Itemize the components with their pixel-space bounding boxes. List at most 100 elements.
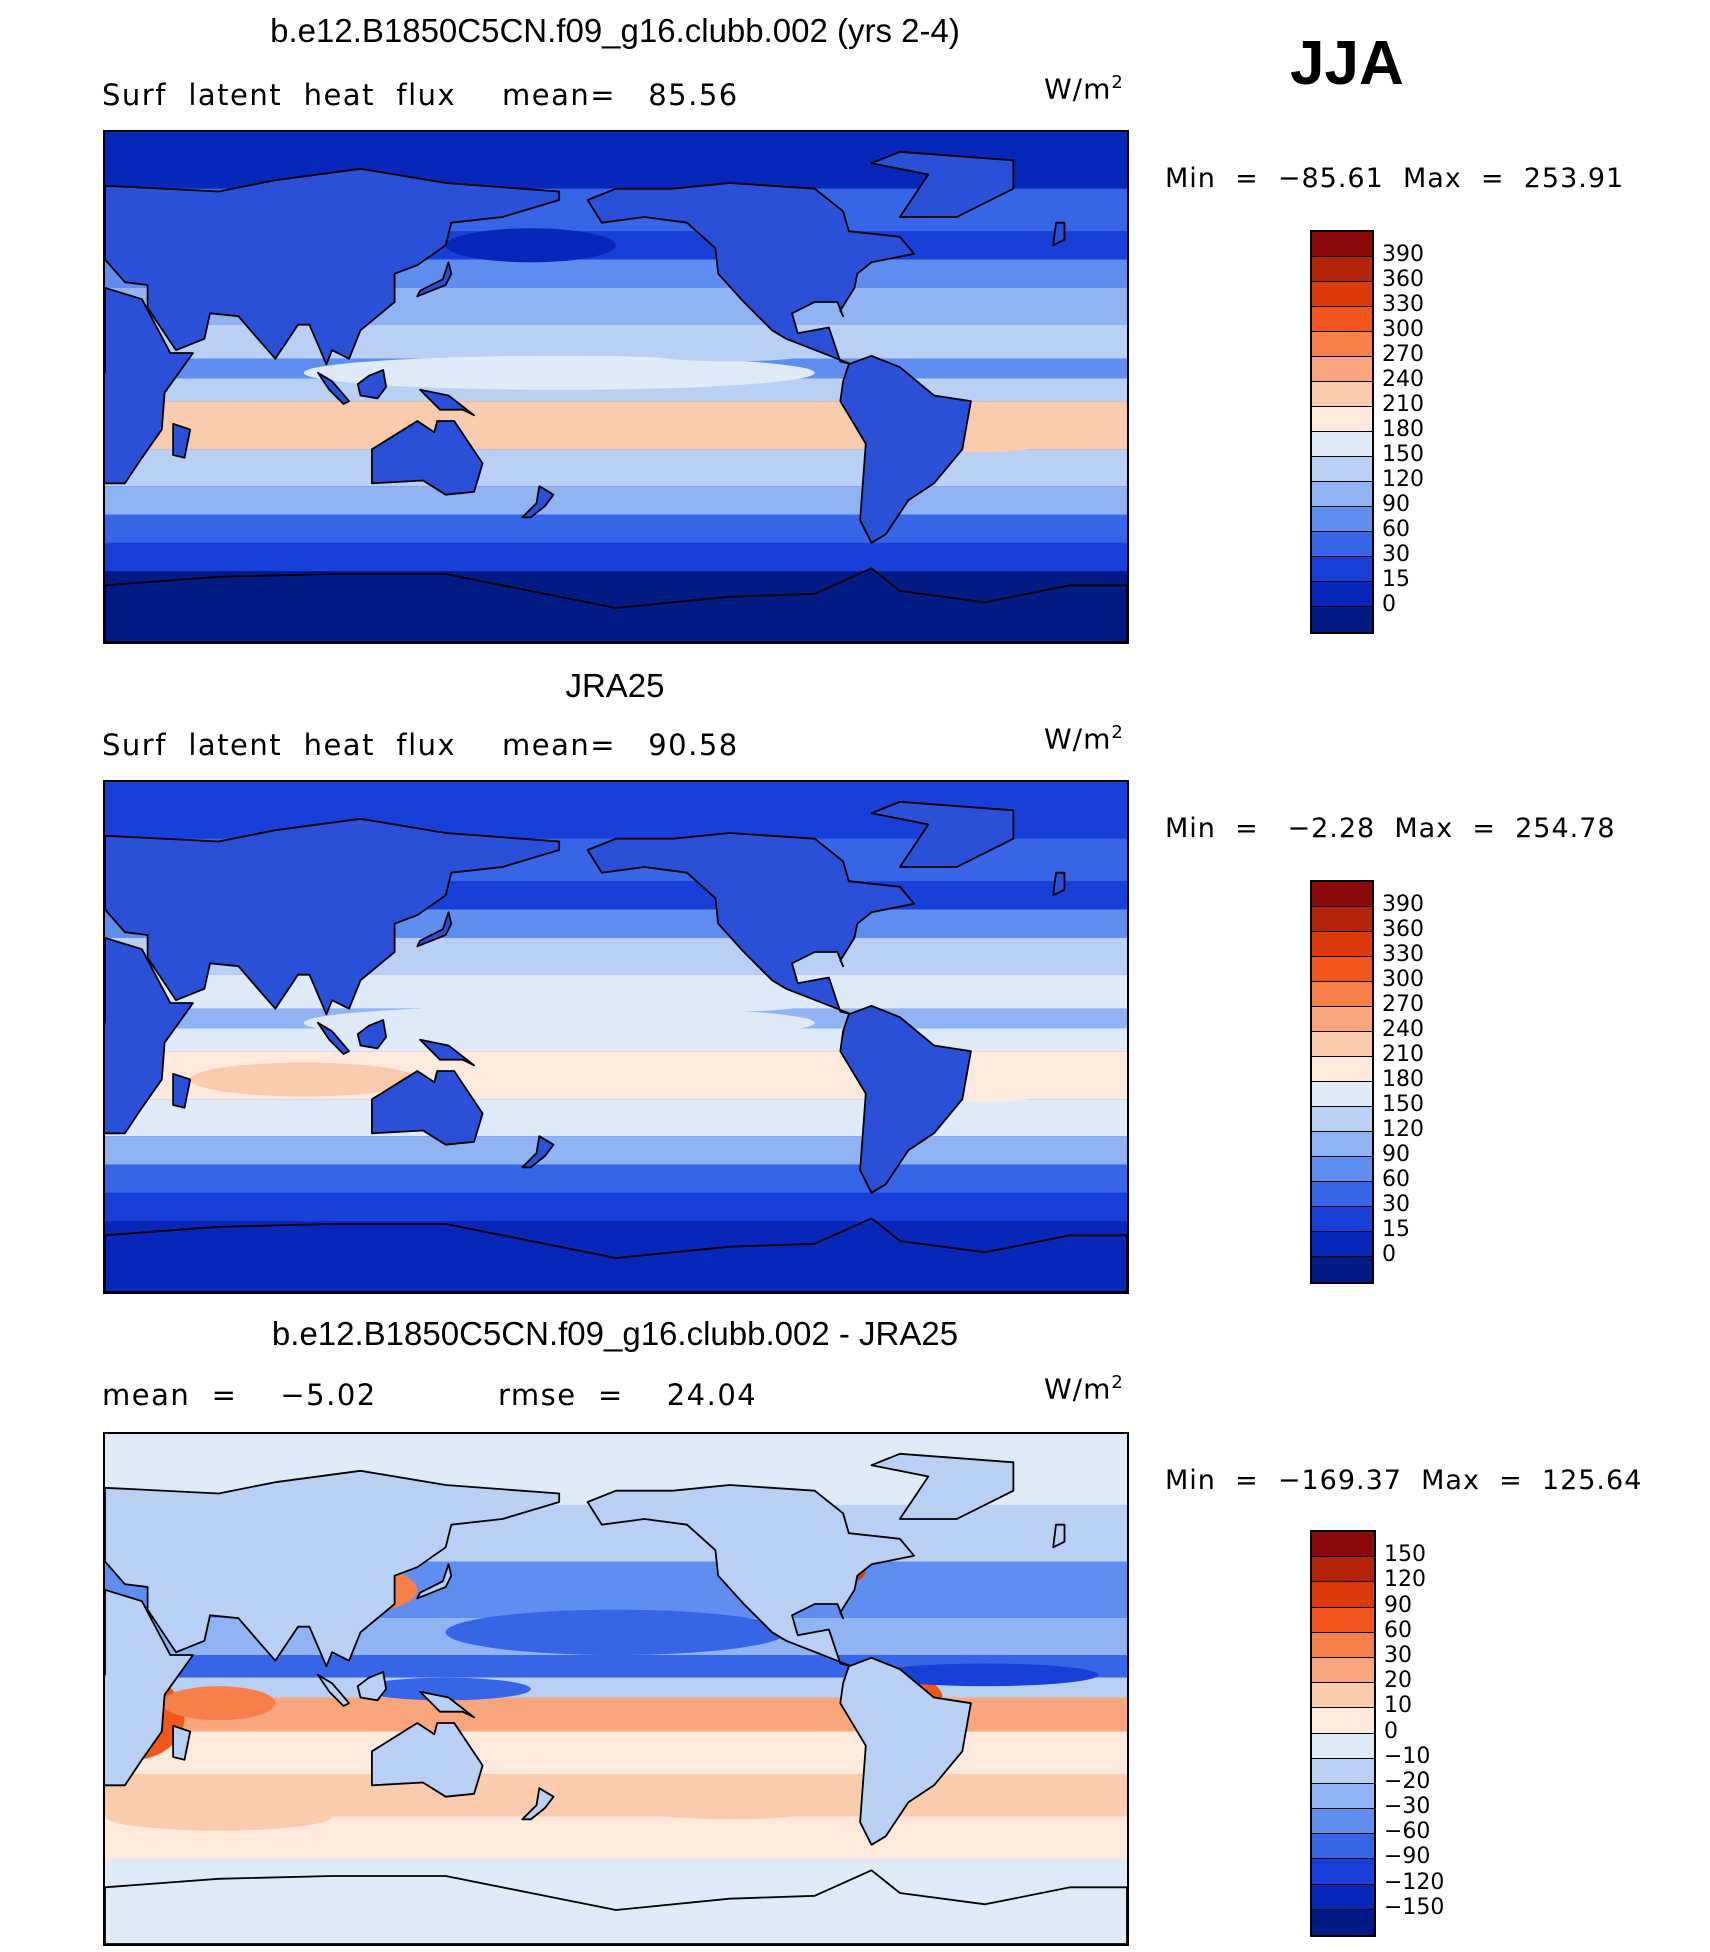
panel-1-map: [103, 130, 1129, 644]
colorbar-tick-label: 330: [1382, 942, 1424, 967]
colorbar-swatch: [1312, 557, 1372, 582]
panel-3-map: [103, 1432, 1129, 1946]
field-contour-band: [105, 449, 1127, 487]
field-contour-patch: [303, 1005, 815, 1040]
landmass-borneo: [356, 369, 387, 400]
panel-2-title: JRA25: [565, 667, 665, 704]
colorbar-swatch: [1312, 1232, 1372, 1257]
colorbar-tick-label: 150: [1384, 1542, 1426, 1568]
colorbar-swatch: [1312, 232, 1372, 257]
landmass-namerica: [586, 182, 915, 366]
colorbar-tick-label: 240: [1382, 367, 1424, 392]
panel-2-mean-label: mean= 90.58: [502, 728, 739, 762]
colorbar-swatch: [1312, 1132, 1372, 1157]
colorbar-swatch: [1312, 457, 1372, 482]
landmass-antarctica: [105, 1869, 1127, 1944]
panel-1-colorbar: [1310, 230, 1374, 634]
colorbar-tick-label: 120: [1382, 467, 1424, 492]
panel-3-title: b.e12.B1850C5CN.f09_g16.clubb.002 - JRA2…: [271, 1315, 959, 1352]
colorbar-tick-label: 10: [1384, 1693, 1412, 1719]
colorbar-tick-label: 360: [1382, 917, 1424, 942]
colorbar-tick-label: −60: [1384, 1819, 1431, 1845]
field-contour-band: [105, 1099, 1127, 1137]
colorbar-tick-label: −20: [1384, 1768, 1431, 1794]
landmass-eurasia: [105, 1469, 561, 1668]
landmass-australia: [371, 420, 484, 496]
landmass-madagascar: [172, 1072, 192, 1109]
coastlines: [105, 150, 1127, 642]
colorbar-tick-label: 390: [1382, 892, 1424, 917]
landmass-sumatra: [317, 1021, 350, 1055]
landmass-uk: [1052, 871, 1066, 897]
season-label: JJA: [1290, 29, 1404, 98]
landmass-japan: [416, 911, 453, 948]
colorbar-swatch: [1312, 282, 1372, 307]
panel-1-mean-label: mean= 85.56: [502, 78, 739, 112]
colorbar-tick-label: 90: [1384, 1592, 1412, 1618]
panel-1-units: W/m2: [1044, 72, 1124, 106]
colorbar-tick-label: 120: [1384, 1567, 1426, 1593]
panel-1-minmax: Min = −85.61 Max = 253.91: [1165, 163, 1625, 194]
field-contour-patch: [871, 1663, 1099, 1687]
colorbar-swatch: [1312, 1207, 1372, 1232]
landmass-samerica: [839, 1656, 972, 1846]
colorbar-tick-label: 360: [1382, 267, 1424, 292]
panel-3-mean-label: mean = −5.02: [102, 1378, 377, 1412]
landmass-newguinea: [419, 388, 475, 417]
panel-3-units: W/m2: [1044, 1372, 1124, 1406]
field-contour-patch: [190, 1062, 418, 1097]
panel-3-rmse-label: rmse = 24.04: [498, 1378, 758, 1412]
colorbar-tick-label: 30: [1382, 1192, 1410, 1217]
panel-2-colorbar: [1310, 880, 1374, 1284]
landmass-uk: [1052, 1523, 1066, 1549]
colorbar-swatch: [1312, 1582, 1374, 1608]
colorbar-tick-label: 270: [1382, 342, 1424, 367]
colorbar-swatch: [1312, 1107, 1372, 1132]
colorbar-tick-label: 150: [1382, 442, 1424, 467]
landmass-nz: [521, 1787, 555, 1821]
landmass-africa: [105, 936, 194, 1135]
colorbar-swatch: [1312, 532, 1372, 557]
field-contour-band: [105, 542, 1127, 572]
landmass-samerica: [839, 354, 972, 544]
colorbar-tick-label: 300: [1382, 967, 1424, 992]
colorbar-tick-label: 180: [1382, 1067, 1424, 1092]
field-contour-band: [105, 1731, 1127, 1774]
colorbar-swatch: [1312, 1057, 1372, 1082]
colorbar-swatch: [1312, 1834, 1374, 1860]
coastlines: [105, 1452, 1127, 1944]
landmass-africa: [105, 286, 194, 485]
colorbar-tick-label: 270: [1382, 992, 1424, 1017]
colorbar-swatch: [1312, 982, 1372, 1007]
colorbar-swatch: [1312, 1783, 1374, 1810]
landmass-borneo: [356, 1671, 387, 1702]
colorbar-tick-label: 210: [1382, 1042, 1424, 1067]
colorbar-tick-label: 0: [1382, 592, 1396, 617]
colorbar-tick-label: −90: [1384, 1844, 1431, 1870]
colorbar-swatch: [1312, 1082, 1372, 1107]
colorbar-swatch: [1312, 1657, 1374, 1684]
colorbar-tick-label: −30: [1384, 1794, 1431, 1820]
colorbar-tick-label: −150: [1384, 1894, 1445, 1920]
field-contour-patch: [105, 1802, 333, 1831]
colorbar-swatch: [1312, 907, 1372, 932]
panel-2-map: [103, 780, 1129, 1294]
colorbar-swatch: [1312, 382, 1372, 407]
colorbar-swatch: [1312, 882, 1372, 907]
colorbar-swatch: [1312, 1733, 1374, 1759]
colorbar-swatch: [1312, 357, 1372, 382]
colorbar-swatch: [1312, 607, 1372, 632]
colorbar-tick-label: 15: [1382, 567, 1410, 592]
landmass-australia: [371, 1722, 484, 1798]
colorbar-swatch: [1312, 1532, 1374, 1558]
colorbar-swatch: [1312, 1708, 1374, 1734]
colorbar-tick-label: 60: [1384, 1617, 1412, 1643]
colorbar-tick-label: −120: [1384, 1869, 1445, 1895]
coastlines: [105, 800, 1127, 1292]
colorbar-swatch: [1312, 482, 1372, 507]
colorbar-swatch: [1312, 1557, 1374, 1583]
landmass-greenland: [870, 1452, 1015, 1520]
colorbar-swatch: [1312, 1607, 1374, 1633]
landmass-uk: [1052, 221, 1066, 247]
landmass-japan: [416, 261, 453, 298]
